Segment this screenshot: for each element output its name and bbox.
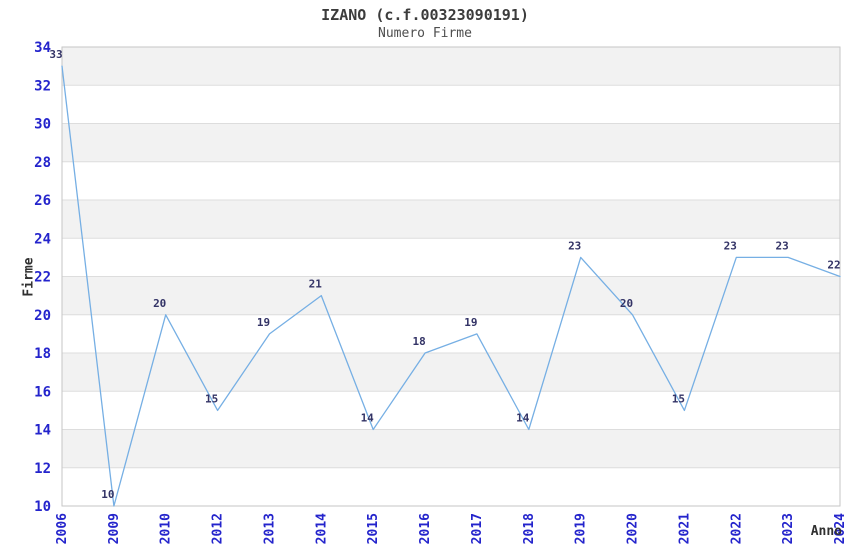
x-tick-label: 2010 — [159, 513, 174, 544]
x-tick-label: 2023 — [781, 513, 796, 544]
y-tick-label: 10 — [34, 499, 51, 515]
y-tick-label: 22 — [34, 270, 51, 286]
point-label: 23 — [724, 239, 737, 252]
x-tick-label: 2016 — [418, 513, 433, 544]
plot-band — [62, 200, 840, 239]
x-axis-title: Anno — [810, 524, 842, 539]
chart-title: IZANO (c.f.00323090191) — [321, 6, 529, 24]
y-tick-label: 20 — [34, 308, 51, 324]
y-tick-label: 16 — [34, 384, 51, 400]
plot-band — [62, 85, 840, 124]
plot-band — [62, 123, 840, 162]
point-label: 19 — [257, 316, 270, 329]
x-tick-label: 2020 — [626, 513, 641, 544]
x-tick-label: 2019 — [574, 513, 589, 544]
point-label: 14 — [516, 412, 530, 425]
x-tick-label: 2012 — [211, 513, 226, 544]
point-label: 15 — [205, 392, 218, 405]
plot-band — [62, 467, 840, 507]
plot-band — [62, 429, 840, 468]
y-tick-label: 18 — [34, 346, 51, 362]
x-tick-label: 2018 — [522, 513, 537, 544]
x-tick-label: 2024 — [833, 513, 848, 544]
point-label: 15 — [672, 392, 685, 405]
plot-band — [62, 353, 840, 392]
y-tick-label: 24 — [34, 231, 51, 247]
x-tick-label: 2009 — [107, 513, 122, 544]
plot-band — [62, 238, 840, 277]
point-label: 22 — [827, 259, 840, 272]
x-tick-label: 2014 — [314, 513, 329, 544]
plot-band — [62, 47, 840, 86]
point-label: 23 — [568, 239, 581, 252]
x-tick-label: 2006 — [55, 513, 70, 544]
y-axis-title: Firme — [21, 257, 37, 297]
point-label: 21 — [309, 278, 323, 291]
point-label: 18 — [412, 335, 425, 348]
point-label: 14 — [361, 412, 375, 425]
plot-band — [62, 314, 840, 354]
x-tick-label: 2013 — [263, 513, 278, 544]
x-tick-label: 2015 — [366, 513, 381, 544]
data-line — [61, 65, 841, 507]
point-label: 19 — [464, 316, 477, 329]
plot-band — [62, 161, 840, 201]
y-tick-label: 26 — [34, 193, 51, 209]
y-tick-label: 12 — [34, 461, 51, 477]
y-tick-label: 14 — [34, 423, 51, 439]
plot-band — [62, 276, 840, 315]
y-tick-label: 30 — [34, 117, 51, 133]
x-tick-label: 2021 — [677, 513, 692, 544]
point-label: 23 — [775, 239, 788, 252]
point-label: 33 — [49, 48, 62, 61]
point-label: 20 — [153, 297, 166, 310]
point-label: 10 — [101, 488, 114, 501]
y-tick-label: 32 — [34, 78, 51, 94]
y-tick-label: 34 — [34, 40, 51, 56]
point-label: 20 — [620, 297, 633, 310]
x-tick-label: 2022 — [729, 513, 744, 544]
chart-subtitle: Numero Firme — [378, 26, 472, 41]
plot-band — [62, 391, 840, 430]
x-tick-label: 2017 — [470, 513, 485, 544]
y-tick-label: 28 — [34, 155, 51, 171]
